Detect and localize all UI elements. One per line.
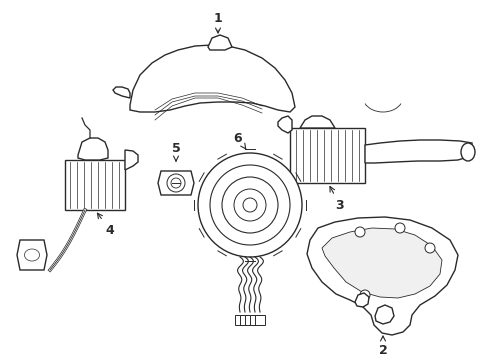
- FancyBboxPatch shape: [254, 315, 264, 325]
- Circle shape: [171, 178, 181, 188]
- Circle shape: [222, 177, 278, 233]
- FancyBboxPatch shape: [249, 315, 260, 325]
- Polygon shape: [321, 228, 441, 298]
- Ellipse shape: [460, 143, 474, 161]
- Polygon shape: [78, 138, 108, 160]
- Polygon shape: [65, 160, 125, 210]
- Polygon shape: [306, 217, 457, 335]
- Polygon shape: [289, 128, 364, 183]
- Polygon shape: [130, 45, 294, 112]
- Polygon shape: [364, 140, 471, 163]
- Polygon shape: [374, 305, 393, 324]
- Circle shape: [209, 165, 289, 245]
- Polygon shape: [158, 171, 194, 195]
- Text: 5: 5: [171, 141, 180, 161]
- Circle shape: [234, 189, 265, 221]
- FancyBboxPatch shape: [244, 315, 254, 325]
- Text: 6: 6: [233, 131, 246, 149]
- Circle shape: [424, 243, 434, 253]
- Text: 2: 2: [378, 336, 386, 356]
- Text: 3: 3: [329, 186, 344, 212]
- Polygon shape: [299, 116, 334, 128]
- Text: 4: 4: [97, 213, 114, 237]
- Polygon shape: [113, 87, 130, 98]
- Circle shape: [198, 153, 302, 257]
- Circle shape: [359, 290, 369, 300]
- FancyBboxPatch shape: [240, 315, 249, 325]
- Polygon shape: [278, 116, 291, 133]
- Circle shape: [354, 227, 364, 237]
- Circle shape: [243, 198, 257, 212]
- FancyBboxPatch shape: [235, 315, 244, 325]
- Circle shape: [394, 223, 404, 233]
- Text: 1: 1: [213, 12, 222, 33]
- Polygon shape: [207, 35, 231, 50]
- Circle shape: [167, 174, 184, 192]
- Polygon shape: [125, 150, 138, 170]
- Polygon shape: [354, 293, 368, 307]
- Polygon shape: [17, 240, 47, 270]
